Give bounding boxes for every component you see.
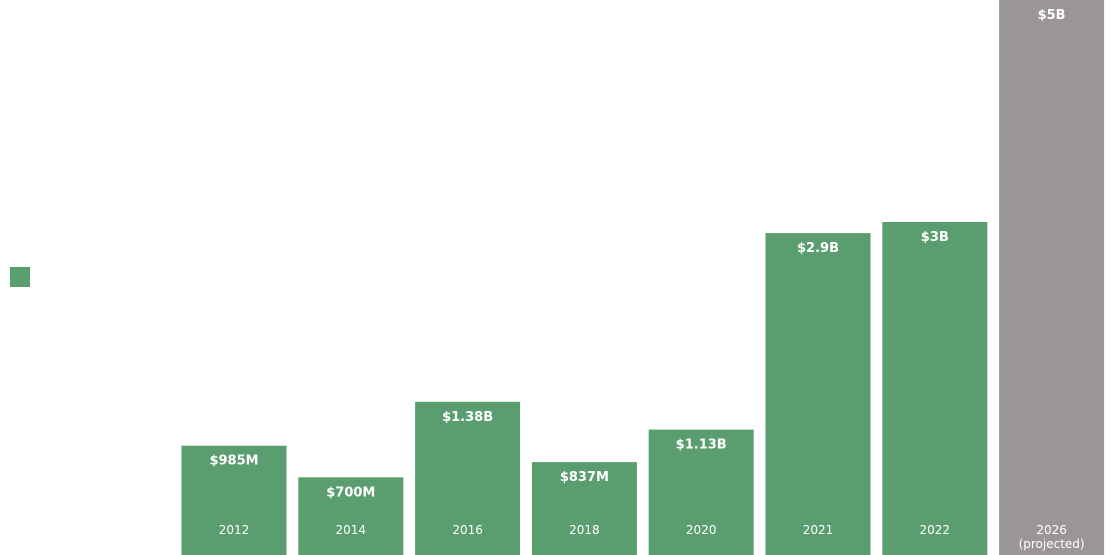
bar-2014 (298, 477, 404, 555)
bar-2026 (999, 0, 1105, 555)
bar-2021 (765, 233, 871, 555)
bar-value-label: $985M (209, 454, 258, 469)
legend (10, 267, 40, 287)
category-label: 2022 (920, 523, 951, 537)
category-label: 2018 (569, 523, 600, 537)
category-label: 2014 (336, 523, 367, 537)
bar-value-label: $700M (326, 485, 375, 500)
legend-swatch (10, 267, 30, 287)
bar-value-label: $1.13B (676, 438, 727, 453)
category-label: 2020 (686, 523, 717, 537)
category-label: 2016 (452, 523, 483, 537)
bar-2020 (648, 429, 754, 555)
bar-value-label: $5B (1038, 8, 1066, 23)
category-note-label: (projected) (1019, 537, 1085, 551)
bar-value-label: $837M (560, 470, 609, 485)
category-label: 2026 (1036, 523, 1067, 537)
category-label: 2012 (219, 523, 250, 537)
bar-2022 (882, 222, 988, 555)
bar-2016 (415, 401, 521, 555)
category-label: 2021 (803, 523, 834, 537)
bar-2012 (181, 445, 287, 555)
bar-value-label: $2.9B (797, 241, 839, 256)
bar-value-label: $3B (921, 230, 949, 245)
bars-group: $985M 2012 $700M 2014 $1.38B 2016 $837M 2018 $1.… (181, 0, 1105, 555)
bar-2018 (531, 462, 637, 555)
bar-value-label: $1.38B (442, 410, 493, 425)
